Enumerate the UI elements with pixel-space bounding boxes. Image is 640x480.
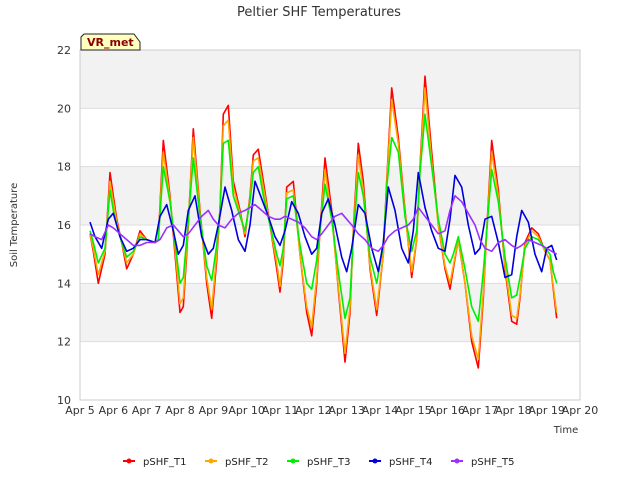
- x-tick-label: Apr 17: [462, 404, 499, 417]
- legend-label: pSHF_T3: [307, 457, 350, 468]
- x-tick-label: Apr 19: [528, 404, 565, 417]
- x-tick-label: Apr 9: [199, 404, 229, 417]
- x-axis-title: Time: [553, 425, 578, 436]
- series-line-pSHF_T2: [89, 87, 558, 360]
- plot-band: [80, 341, 580, 400]
- y-tick-label: 22: [57, 44, 71, 57]
- badge-label: VR_met: [87, 36, 134, 49]
- legend: pSHF_T1 pSHF_T2 pSHF_T3 pSHF_T4 pSHF_T5: [123, 457, 514, 468]
- legend-marker: [290, 458, 296, 464]
- series-line-pSHF_T5: [89, 195, 558, 255]
- x-tick-label: Apr 6: [99, 404, 129, 417]
- y-tick-label: 18: [57, 161, 71, 174]
- x-tick-label: Apr 7: [132, 404, 162, 417]
- x-tick-label: Apr 18: [495, 404, 532, 417]
- legend-label: pSHF_T5: [471, 457, 514, 468]
- y-tick-label: 20: [57, 102, 71, 115]
- y-tick-label: 12: [57, 336, 71, 349]
- x-tick-label: Apr 14: [362, 404, 399, 417]
- legend-label: pSHF_T2: [225, 457, 268, 468]
- chart-title: Peltier SHF Temperatures: [237, 5, 401, 20]
- legend-marker: [126, 458, 132, 464]
- y-axis-ticks: 10 12 14 16 18 20 22: [57, 44, 71, 407]
- legend-marker: [454, 458, 460, 464]
- y-tick-label: 16: [57, 219, 71, 232]
- y-tick-label: 14: [57, 277, 71, 290]
- x-tick-label: Apr 8: [165, 404, 195, 417]
- legend-marker: [208, 458, 214, 464]
- x-tick-label: Apr 11: [262, 404, 299, 417]
- series-line-pSHF_T4: [89, 171, 558, 279]
- legend-marker: [372, 458, 378, 464]
- plot-band: [80, 50, 580, 109]
- x-tick-label: Apr 20: [562, 404, 599, 417]
- x-tick-label: Apr 13: [328, 404, 365, 417]
- x-tick-label: Apr 10: [228, 404, 265, 417]
- x-tick-label: Apr 15: [395, 404, 432, 417]
- legend-label: pSHF_T4: [389, 457, 432, 468]
- site-badge: VR_met: [80, 33, 141, 51]
- plot-frame: [79, 49, 581, 401]
- x-tick-label: Apr 5: [65, 404, 95, 417]
- plot-band: [80, 108, 580, 167]
- plot-band: [80, 283, 580, 342]
- y-tick-label: 10: [57, 394, 71, 407]
- x-tick-label: Apr 12: [295, 404, 332, 417]
- series-line-pSHF_T3: [89, 113, 558, 323]
- badge-shape: [80, 33, 141, 51]
- x-tick-label: Apr 16: [428, 404, 465, 417]
- y-axis-title: Soil Temperature: [9, 183, 20, 268]
- legend-label: pSHF_T1: [143, 457, 186, 468]
- series-lines: [89, 75, 558, 369]
